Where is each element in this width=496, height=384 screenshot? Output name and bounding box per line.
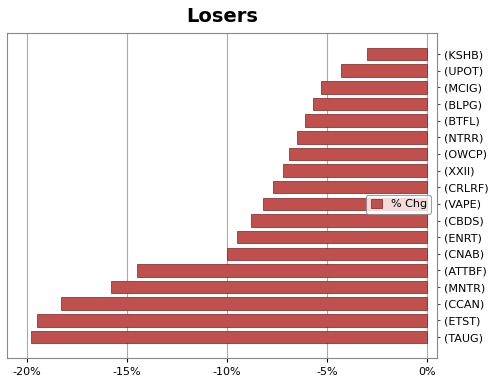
Bar	[37, 314, 427, 327]
Legend: % Chg: % Chg	[366, 195, 431, 214]
Bar	[251, 214, 427, 227]
Bar	[321, 81, 427, 94]
Bar	[313, 98, 427, 110]
Bar	[263, 198, 427, 210]
Bar	[227, 248, 427, 260]
Bar	[305, 114, 427, 127]
Bar	[341, 65, 427, 77]
Bar	[283, 164, 427, 177]
Bar	[237, 231, 427, 243]
Bar	[61, 298, 427, 310]
Title: Losers: Losers	[186, 7, 258, 26]
Bar	[31, 331, 427, 343]
Bar	[297, 131, 427, 144]
Bar	[273, 181, 427, 194]
Bar	[367, 48, 427, 60]
Bar	[111, 281, 427, 293]
Bar	[289, 148, 427, 160]
Bar	[137, 264, 427, 277]
